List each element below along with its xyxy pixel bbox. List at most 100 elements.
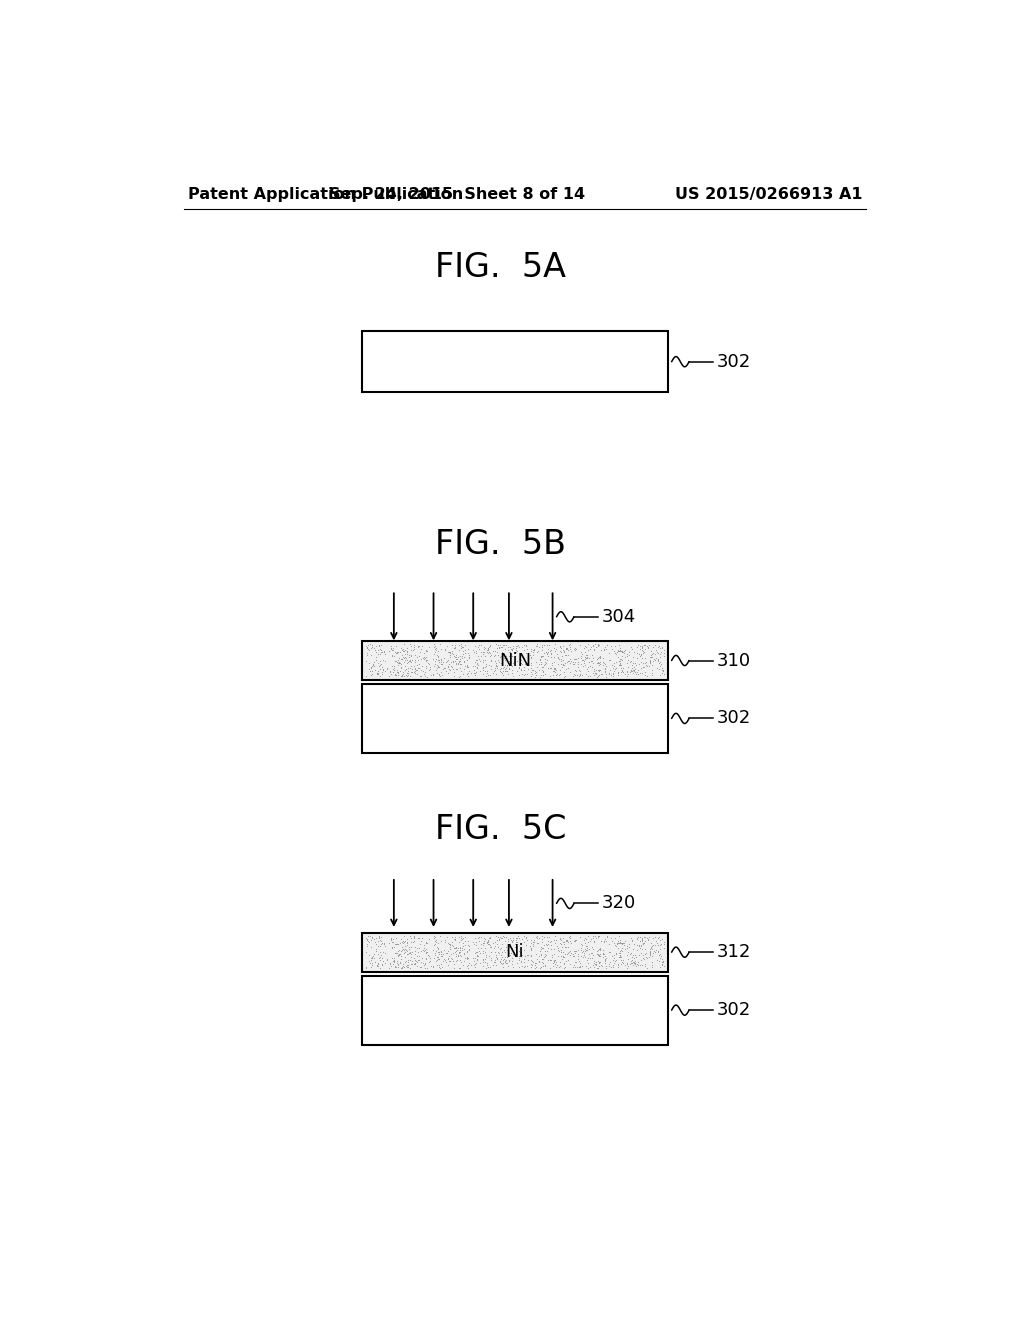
Point xyxy=(372,950,388,972)
Point xyxy=(444,659,461,680)
Point xyxy=(495,657,511,678)
Point xyxy=(470,645,486,667)
Point xyxy=(504,639,520,660)
Point xyxy=(390,649,407,671)
Point xyxy=(582,931,598,952)
Point xyxy=(580,648,596,669)
Point xyxy=(620,949,636,970)
Point xyxy=(403,659,420,680)
Point xyxy=(568,941,585,962)
Point xyxy=(598,931,614,952)
Point xyxy=(463,954,479,975)
Point xyxy=(436,949,453,970)
Point xyxy=(493,949,509,970)
Point xyxy=(387,956,403,977)
Point xyxy=(609,661,626,682)
Point xyxy=(396,651,413,672)
Point xyxy=(454,648,470,669)
Point xyxy=(390,652,407,673)
Point xyxy=(370,956,386,977)
Point xyxy=(419,958,435,979)
Point xyxy=(609,642,626,663)
Point xyxy=(505,927,521,948)
Point xyxy=(562,661,579,682)
Point xyxy=(470,937,486,958)
Point xyxy=(425,956,441,977)
Point xyxy=(621,649,637,671)
Point xyxy=(511,948,527,969)
Point xyxy=(652,956,669,977)
Point xyxy=(500,639,516,660)
Point xyxy=(408,952,424,973)
Point xyxy=(428,638,444,659)
Point xyxy=(418,649,434,671)
Point xyxy=(412,642,428,663)
Point xyxy=(368,649,384,671)
Point xyxy=(456,659,472,680)
Point xyxy=(371,948,387,969)
Point xyxy=(574,655,591,676)
Point xyxy=(406,634,422,655)
Point xyxy=(401,941,418,962)
Point xyxy=(455,663,471,684)
Point xyxy=(476,639,493,660)
Point xyxy=(478,663,495,684)
Point xyxy=(651,635,668,656)
Point xyxy=(415,952,431,973)
Point xyxy=(564,944,581,965)
Point xyxy=(528,925,545,946)
Point xyxy=(497,950,513,972)
Point xyxy=(482,659,499,680)
Point xyxy=(430,957,446,978)
Point xyxy=(552,649,568,671)
Point xyxy=(373,927,389,948)
Point xyxy=(383,948,399,969)
Point xyxy=(365,945,381,966)
Point xyxy=(434,664,451,685)
Point xyxy=(394,957,411,978)
Point xyxy=(537,954,553,975)
Point xyxy=(407,649,423,671)
Point xyxy=(413,931,429,952)
Point xyxy=(564,652,581,673)
Point xyxy=(552,941,568,962)
Point xyxy=(390,933,407,954)
Point xyxy=(613,648,630,669)
Point xyxy=(550,648,566,669)
Point xyxy=(577,928,593,949)
Point xyxy=(452,635,468,656)
Point xyxy=(622,652,638,673)
Point xyxy=(467,635,483,656)
Point xyxy=(385,639,401,660)
Point xyxy=(551,664,567,685)
Point xyxy=(558,659,574,680)
Point xyxy=(525,644,542,665)
Point xyxy=(555,941,571,962)
Point xyxy=(544,946,560,968)
Point xyxy=(379,949,395,970)
Point xyxy=(435,944,452,965)
Point xyxy=(484,954,501,975)
Point xyxy=(611,944,628,965)
Point xyxy=(455,640,471,661)
Point xyxy=(401,665,418,686)
Point xyxy=(527,944,544,965)
Point xyxy=(388,642,404,663)
Point xyxy=(630,952,646,973)
Point xyxy=(379,949,395,970)
Point xyxy=(547,657,563,678)
Point xyxy=(417,957,433,978)
Point xyxy=(581,665,597,686)
Point xyxy=(609,937,626,958)
Point xyxy=(506,652,522,673)
Point xyxy=(644,946,660,968)
Point xyxy=(516,634,532,655)
Point xyxy=(460,931,476,952)
Point xyxy=(435,659,452,680)
Point xyxy=(569,664,586,685)
Point xyxy=(413,940,429,961)
Point xyxy=(507,933,523,954)
Point xyxy=(548,665,564,686)
Point xyxy=(574,956,591,977)
Point xyxy=(386,937,402,958)
